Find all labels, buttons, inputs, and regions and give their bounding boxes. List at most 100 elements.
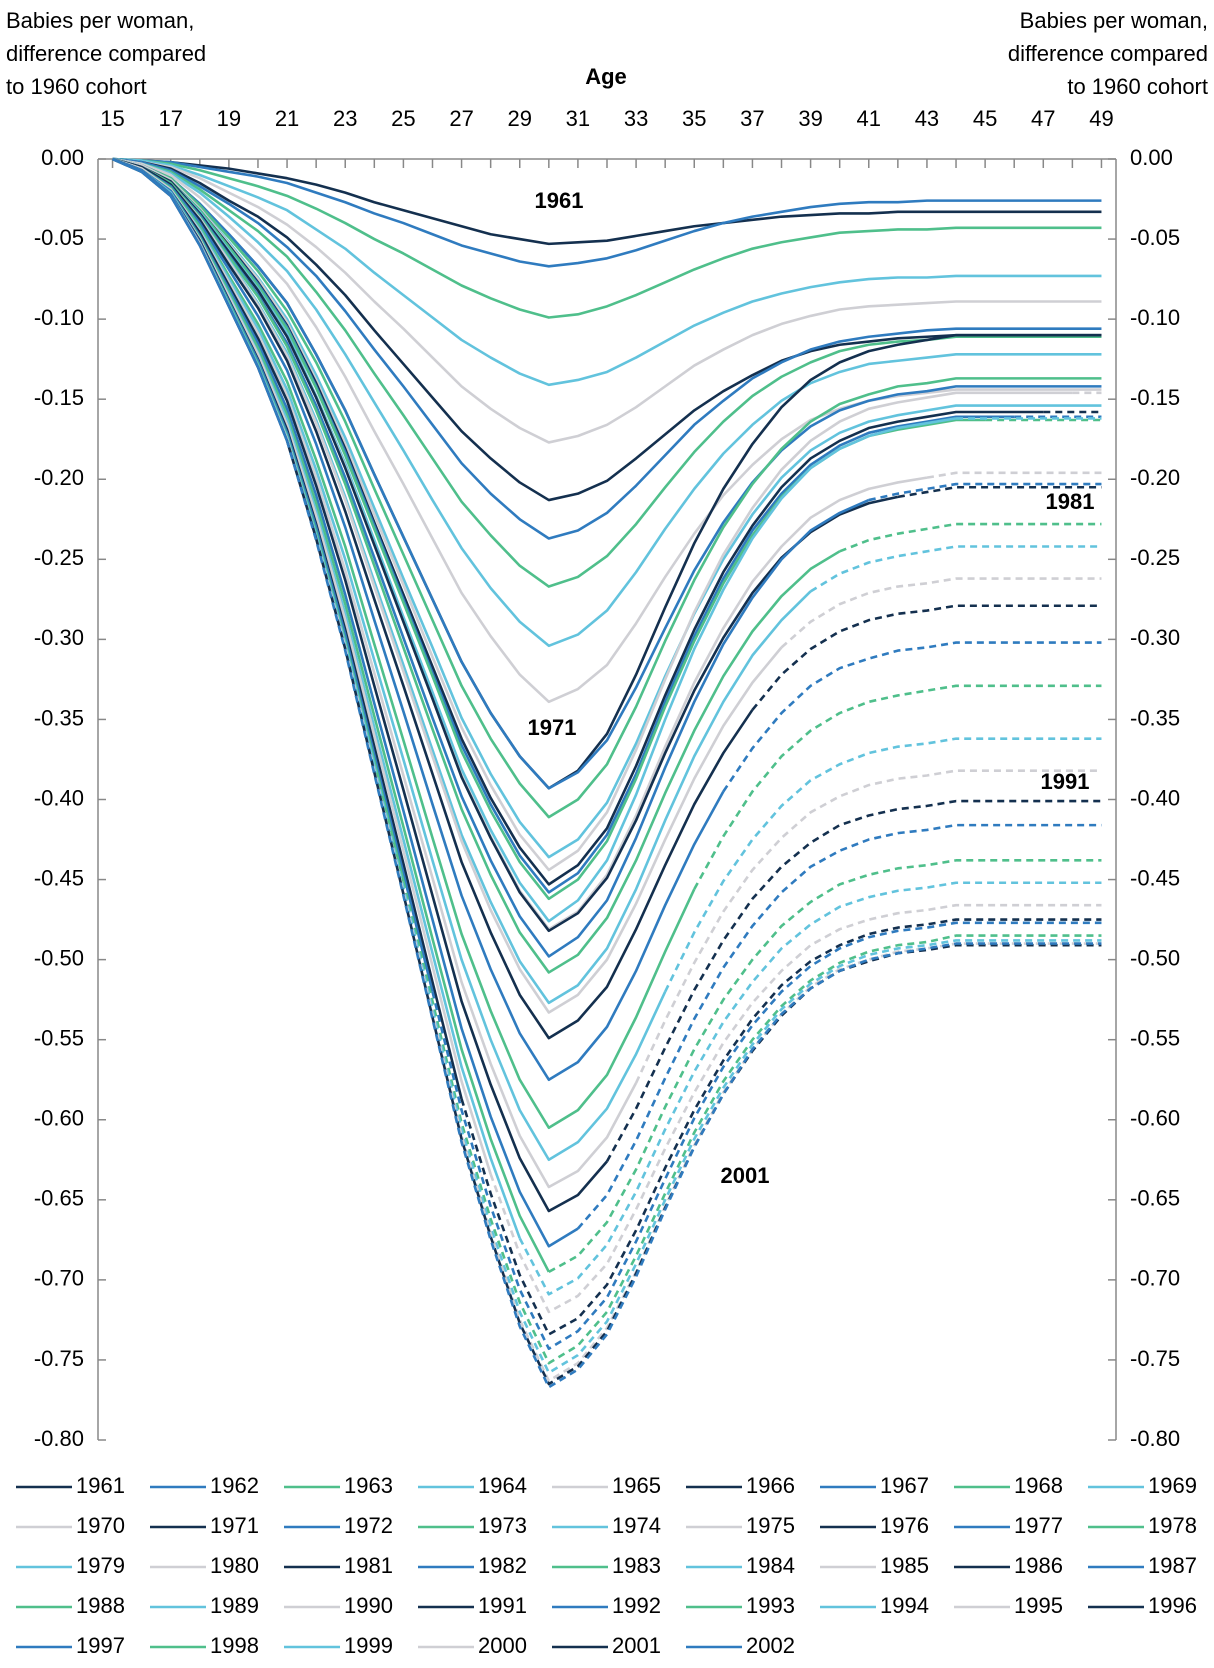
legend-label: 1992 (612, 1593, 661, 1618)
y2-tick-label: -0.30 (1130, 625, 1180, 650)
y2-tick-label: -0.05 (1130, 225, 1180, 250)
series-line (112, 157, 783, 1014)
legend-label: 1990 (344, 1593, 393, 1618)
projected-line (343, 647, 1102, 1383)
legend-label: 1994 (880, 1593, 929, 1618)
series-line (112, 157, 1102, 540)
series-line (112, 157, 1102, 859)
y2-tick-label: -0.15 (1130, 385, 1180, 410)
x-tick-label: 47 (1031, 106, 1055, 131)
legend-label: 1972 (344, 1513, 393, 1538)
projected-line (373, 765, 1102, 1375)
y-tick-label: -0.30 (34, 625, 84, 650)
series-line (112, 157, 608, 1213)
legend-label: 1978 (1148, 1513, 1197, 1538)
legend-label: 1966 (746, 1473, 795, 1498)
projected-line (402, 880, 1102, 1365)
annotation: 1991 (1041, 769, 1090, 794)
legend-label: 1984 (746, 1553, 795, 1578)
projected-line (460, 918, 1102, 1336)
y-tick-label: 0.00 (41, 145, 84, 170)
legend-label: 2000 (478, 1633, 527, 1658)
y2-tick-label: -0.20 (1130, 465, 1180, 490)
x-tick-label: 23 (333, 106, 357, 131)
y-tick-label: -0.40 (34, 785, 84, 810)
y-tick-label: -0.25 (34, 545, 84, 570)
series-line (112, 157, 1102, 319)
legend-label: 1987 (1148, 1553, 1197, 1578)
legend-label: 2002 (746, 1633, 795, 1658)
legend-label: 1963 (344, 1473, 393, 1498)
legend-label: 1985 (880, 1553, 929, 1578)
x-tick-label: 15 (100, 106, 124, 131)
y-tick-label: -0.05 (34, 225, 84, 250)
x-tick-label: 17 (158, 106, 182, 131)
series-line (112, 157, 1102, 648)
y2-tick-label: -0.25 (1130, 545, 1180, 570)
legend-label: 1995 (1014, 1593, 1063, 1618)
y2-tick-label: -0.75 (1130, 1346, 1180, 1371)
legend-label: 1982 (478, 1553, 527, 1578)
y2-tick-label: -0.45 (1130, 865, 1180, 890)
series-line (112, 157, 521, 1239)
legend-label: 1983 (612, 1553, 661, 1578)
series-line (112, 157, 1102, 268)
legend-label: 1975 (746, 1513, 795, 1538)
projected-line (431, 921, 1102, 1351)
legend-label: 1967 (880, 1473, 929, 1498)
y2-tick-label: -0.50 (1130, 945, 1180, 970)
y-tick-label: -0.70 (34, 1266, 84, 1291)
projected-line (605, 799, 1102, 1163)
x-tick-label: 49 (1089, 106, 1113, 131)
legend-label: 1969 (1148, 1473, 1197, 1498)
x-tick-label: 27 (449, 106, 473, 131)
annotation: 1961 (535, 188, 584, 213)
annotation: 1971 (528, 715, 577, 740)
y-tick-label: -0.80 (34, 1426, 84, 1451)
projected-line (751, 604, 1102, 711)
x-tick-label: 37 (740, 106, 764, 131)
legend-label: 1971 (210, 1513, 259, 1538)
annotation: 1981 (1046, 489, 1095, 514)
annotation: 2001 (721, 1163, 770, 1188)
legend-label: 1962 (210, 1473, 259, 1498)
x-tick-label: 33 (624, 106, 648, 131)
x-tick-label: 29 (508, 106, 532, 131)
y2-tick-label: -0.55 (1130, 1026, 1180, 1051)
projected-line (548, 859, 1102, 1274)
projected-line (693, 684, 1102, 890)
x-tick-label: 31 (566, 106, 590, 131)
legend-label: 1968 (1014, 1473, 1063, 1498)
legend-label: 1989 (210, 1593, 259, 1618)
series-line (112, 157, 1102, 819)
x-tick-label: 45 (973, 106, 997, 131)
y-tick-label: -0.15 (34, 385, 84, 410)
series-line (112, 157, 899, 933)
y-tick-label: -0.10 (34, 305, 84, 330)
legend-label: 1996 (1148, 1593, 1197, 1618)
y2-tick-label: -0.70 (1130, 1266, 1180, 1291)
y2-axis-title: Babies per woman, difference compared to… (1007, 8, 1208, 99)
y-tick-label: -0.45 (34, 865, 84, 890)
y2-tick-label: -0.65 (1130, 1186, 1180, 1211)
x-tick-label: 25 (391, 106, 415, 131)
projected-line (634, 769, 1102, 1084)
y2-tick-label: -0.40 (1130, 785, 1180, 810)
projected-line (664, 737, 1102, 993)
series-line (112, 157, 1102, 704)
legend-label: 1997 (76, 1633, 125, 1658)
series-line (112, 157, 1073, 872)
projected-line (489, 903, 1102, 1314)
legend-label: 1964 (478, 1473, 527, 1498)
legend-label: 1991 (478, 1593, 527, 1618)
projected-line (868, 482, 1102, 502)
y-tick-label: -0.60 (34, 1106, 84, 1131)
legend-label: 1993 (746, 1593, 795, 1618)
projected-line (839, 522, 1102, 553)
series-line (112, 157, 754, 1040)
legend-label: 1988 (76, 1593, 125, 1618)
projected-line (926, 471, 1102, 479)
projected-line (518, 881, 1102, 1296)
x-tick-label: 19 (217, 106, 241, 131)
